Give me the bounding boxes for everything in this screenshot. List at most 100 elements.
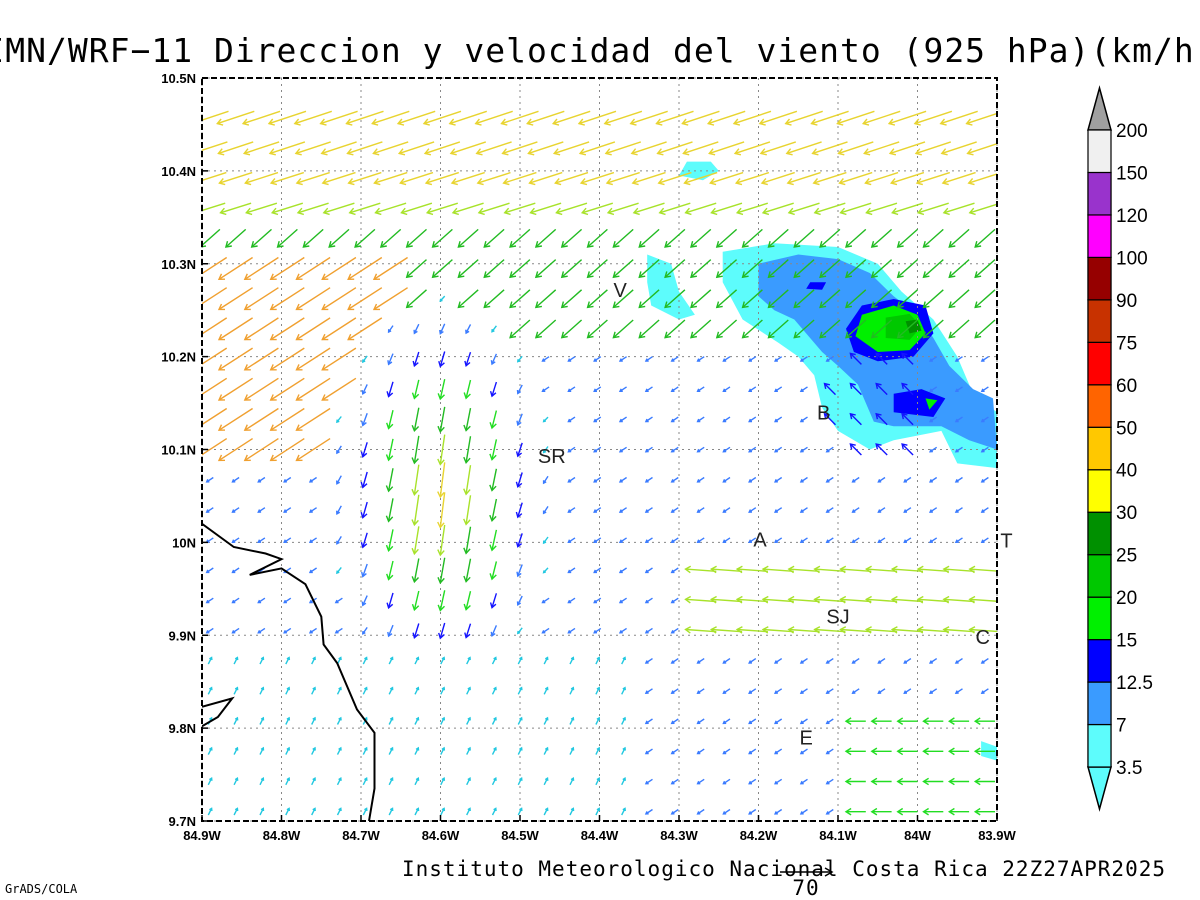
wind-arrow: [629, 110, 668, 126]
wind-arrow: [451, 202, 484, 216]
wind-arrow: [347, 171, 382, 186]
wind-arrow: [411, 435, 420, 465]
wind-arrow: [644, 748, 653, 755]
wind-arrow: [285, 716, 291, 725]
wind-arrow: [980, 476, 989, 483]
wind-arrow: [517, 746, 523, 755]
wind-arrow: [491, 807, 497, 816]
wind-arrow: [774, 748, 783, 755]
wind-arrow: [388, 656, 394, 665]
wind-arrow: [543, 807, 549, 816]
map-title: IMN/WRF−11 Direccion y velocidad del vie…: [0, 31, 1200, 70]
wind-arrow: [825, 808, 834, 815]
wind-arrow: [243, 347, 279, 371]
wind-arrow: [593, 597, 602, 604]
wind-arrow: [269, 171, 305, 186]
wind-arrow: [483, 228, 505, 248]
wind-arrow: [851, 507, 860, 513]
wind-arrow: [890, 595, 924, 604]
wind-arrow: [748, 386, 757, 392]
wind-arrow: [463, 379, 472, 400]
wind-arrow: [942, 565, 975, 574]
colorbar-label: 3.5: [1116, 758, 1142, 779]
wind-arrow: [922, 289, 944, 309]
wind-arrow: [379, 228, 402, 248]
wind-arrow: [414, 716, 420, 725]
wind-arrow: [618, 386, 627, 392]
colorbar-label: 30: [1116, 503, 1137, 524]
wind-arrow: [457, 228, 479, 248]
wind-arrow: [799, 446, 808, 453]
wind-arrow: [336, 475, 342, 485]
wind-arrow: [785, 141, 822, 156]
wind-arrow: [362, 656, 368, 665]
wind-arrow: [965, 112, 997, 126]
wind-arrow: [741, 319, 763, 339]
wind-arrow: [644, 627, 653, 634]
colorbar-label: 60: [1116, 376, 1137, 397]
wind-arrow: [311, 777, 316, 786]
wind-arrow: [774, 416, 783, 423]
wind-arrow: [787, 626, 820, 634]
wind-arrow: [896, 717, 918, 725]
wind-arrow: [670, 748, 679, 755]
wind-arrow: [696, 808, 705, 815]
wind-arrow: [980, 688, 989, 694]
wind-arrow: [710, 202, 743, 216]
wind-arrow: [509, 259, 531, 279]
wind-arrow: [683, 171, 718, 186]
wind-arrow: [567, 476, 576, 483]
wind-arrow: [954, 507, 963, 513]
wind-arrow: [774, 658, 783, 664]
coastline: [202, 522, 376, 821]
wind-arrow: [336, 686, 342, 695]
wind-arrow: [974, 228, 996, 248]
wind-arrow: [385, 468, 394, 493]
wind-arrow: [362, 627, 368, 635]
wind-arrow: [311, 746, 316, 755]
wind-arrow: [767, 319, 789, 339]
wind-arrow: [851, 537, 860, 544]
wind-arrow: [823, 382, 836, 396]
wind-arrow: [283, 627, 292, 634]
wind-arrow: [233, 807, 239, 816]
wind-arrow: [489, 498, 498, 522]
wind-arrow: [638, 259, 660, 279]
wind-arrow: [670, 537, 679, 544]
wind-arrow: [586, 319, 608, 339]
lon-tick-label: 84.7W: [342, 828, 380, 843]
wind-arrow: [489, 561, 498, 581]
wind-arrow: [586, 228, 608, 248]
wind-arrow: [489, 381, 498, 398]
wind-arrow: [839, 595, 872, 604]
wind-arrow: [296, 202, 329, 216]
wind-arrow: [799, 748, 808, 755]
wind-arrow: [424, 171, 460, 186]
wind-arrow: [644, 808, 653, 815]
coastline-line: [202, 696, 235, 728]
wind-arrow: [593, 567, 602, 574]
wind-arrow: [709, 626, 743, 634]
wind-arrow: [593, 416, 602, 423]
wind-arrow: [748, 748, 757, 755]
wind-arrow: [851, 476, 860, 483]
wind-arrow: [638, 289, 660, 309]
wind-arrow: [825, 537, 834, 544]
wind-arrow: [348, 202, 381, 216]
wind-arrow: [875, 443, 888, 456]
wind-arrow: [799, 507, 808, 513]
wind-arrow: [819, 289, 841, 309]
colorbar-label: 90: [1116, 291, 1137, 312]
wind-arrow: [851, 688, 860, 694]
wind-arrow: [980, 537, 989, 544]
wind-arrow: [283, 476, 292, 483]
wind-arrow: [748, 356, 757, 362]
wind-arrow: [709, 565, 743, 574]
wind-arrow: [696, 688, 705, 694]
lon-tick-label: 84W: [904, 828, 931, 843]
wind-arrow: [722, 748, 731, 755]
colorbar: 3.5 7 12.5 15 20 25 30 40 50 60 75 90 100 120 150 200: [1087, 85, 1153, 812]
wind-arrow: [295, 438, 331, 462]
wind-arrow: [903, 507, 912, 513]
lon-tick-label: 83.9W: [978, 828, 1016, 843]
